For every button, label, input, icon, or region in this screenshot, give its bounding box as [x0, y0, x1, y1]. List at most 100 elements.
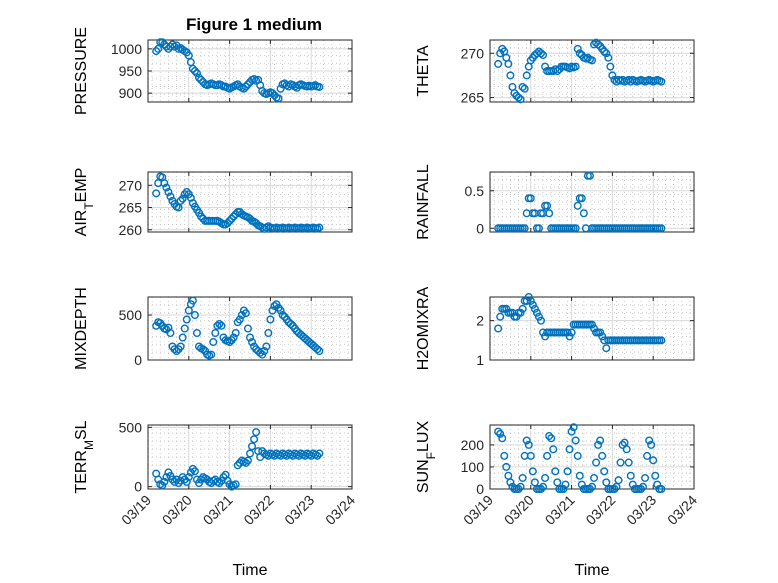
data-point [168, 40, 177, 49]
data-point [152, 47, 161, 56]
data-point [541, 473, 550, 482]
y-tick-label: 265 [461, 90, 485, 106]
y-axis-label: MIXDEPTH [73, 287, 90, 370]
data-point [194, 73, 203, 82]
data-point [657, 224, 666, 233]
data-point [215, 479, 224, 488]
y-axis-label: H2OMIXRA [415, 286, 432, 370]
axes-box [489, 39, 695, 103]
data-point [270, 302, 279, 311]
data-point [178, 333, 187, 342]
y-tick-label: 270 [119, 177, 143, 193]
data-point [248, 338, 257, 347]
data-point [518, 82, 527, 91]
data-point [610, 485, 619, 494]
data-point [180, 324, 189, 333]
data-point [516, 308, 525, 317]
data-point [585, 171, 594, 180]
data-point [594, 40, 603, 49]
data-point [628, 480, 637, 489]
subplot-4: 0 0.5 RAINFALL [415, 164, 695, 240]
data-point [197, 75, 206, 84]
data-point [575, 49, 584, 58]
data-point [530, 478, 539, 487]
subplot-5: 0 500 MIXDEPTH [73, 287, 353, 370]
data-point [494, 59, 503, 68]
data-point [541, 332, 550, 341]
data-point [520, 224, 529, 233]
data-point [190, 66, 199, 75]
data-point [313, 451, 322, 460]
data-point [250, 435, 259, 444]
y-tick-label: 260 [119, 222, 143, 238]
data-point [188, 64, 197, 73]
data-point [182, 315, 191, 324]
data-point [643, 451, 652, 460]
y-axis-label: RAINFALL [415, 164, 432, 240]
data-point [522, 296, 531, 305]
y-tick-label: 0 [476, 220, 484, 236]
data-point [502, 462, 511, 471]
data-point [315, 223, 324, 232]
data-point [268, 89, 277, 98]
y-tick-label: 200 [461, 437, 485, 453]
data-point [516, 95, 525, 104]
data-point [516, 482, 525, 491]
data-point [264, 329, 273, 338]
data-point [315, 347, 324, 356]
x-tick-label: 03/19 [460, 492, 496, 528]
data-point [227, 214, 236, 223]
data-point [231, 480, 240, 489]
axes-box [147, 171, 353, 233]
data-point [543, 451, 552, 460]
data-point [243, 324, 252, 333]
data-point [256, 348, 265, 357]
x-tick-label: 03/24 [322, 492, 358, 528]
data-point [641, 473, 650, 482]
data-point [575, 471, 584, 480]
data-point [577, 194, 586, 203]
data-point [594, 440, 603, 449]
data-point [567, 427, 576, 436]
x-tick-label: 03/20 [159, 492, 195, 528]
data-point [192, 69, 201, 78]
data-point [549, 445, 558, 454]
data-point [657, 485, 666, 494]
data-point [207, 350, 216, 359]
data-point [539, 482, 548, 491]
data-point [168, 475, 177, 484]
data-point [496, 429, 505, 438]
data-point [577, 480, 586, 489]
data-point [158, 38, 167, 47]
data-point [596, 436, 605, 445]
data-point [518, 304, 527, 313]
data-point [547, 434, 556, 443]
data-point [225, 216, 234, 225]
data-point [233, 461, 242, 470]
y-tick-label: 270 [461, 45, 485, 61]
data-point [190, 311, 199, 320]
data-point [526, 451, 535, 460]
x-tick-label: 03/22 [240, 492, 276, 528]
data-point [543, 201, 552, 210]
data-point [239, 84, 248, 93]
data-point [565, 332, 574, 341]
data-point [199, 345, 208, 354]
data-point [241, 309, 250, 318]
data-point [245, 333, 254, 342]
data-point [563, 328, 572, 337]
data-point [518, 473, 527, 482]
x-axis-label: Time [233, 562, 268, 579]
axes-box [489, 296, 695, 361]
x-tick-label: 03/23 [623, 492, 659, 528]
data-point [174, 479, 183, 488]
data-point [162, 183, 171, 192]
data-point [608, 71, 617, 80]
axes-box [489, 424, 695, 490]
data-point [657, 336, 666, 345]
data-point [647, 440, 656, 449]
data-point [571, 224, 580, 233]
y-axis-label: TERRMSL [73, 420, 96, 493]
data-point [585, 485, 594, 494]
data-point [528, 300, 537, 309]
